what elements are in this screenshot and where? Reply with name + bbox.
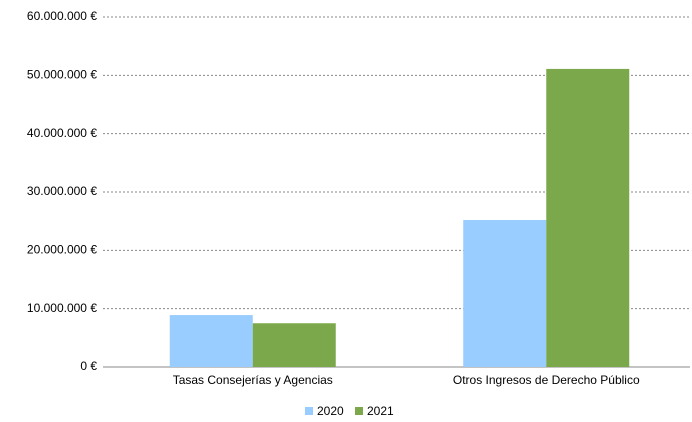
- y-tick-label: 10.000.000 €: [27, 301, 97, 315]
- bar: [463, 220, 547, 367]
- x-tick-label: Otros Ingresos de Derecho Público: [453, 373, 640, 387]
- legend-label: 2020: [317, 404, 344, 418]
- legend-swatch: [355, 407, 363, 415]
- bar: [169, 315, 253, 367]
- y-tick-label: 40.000.000 €: [27, 126, 97, 140]
- bar: [546, 68, 630, 368]
- y-tick-label: 0 €: [80, 359, 97, 373]
- x-tick-label: Tasas Consejerías y Agencias: [173, 373, 333, 387]
- y-tick-label: 60.000.000 €: [27, 9, 97, 23]
- y-tick-label: 20.000.000 €: [27, 243, 97, 257]
- legend-label: 2021: [367, 404, 394, 418]
- legend-swatch: [305, 407, 313, 415]
- bar: [252, 323, 336, 367]
- y-tick-label: 50.000.000 €: [27, 68, 97, 82]
- y-tick-label: 30.000.000 €: [27, 184, 97, 198]
